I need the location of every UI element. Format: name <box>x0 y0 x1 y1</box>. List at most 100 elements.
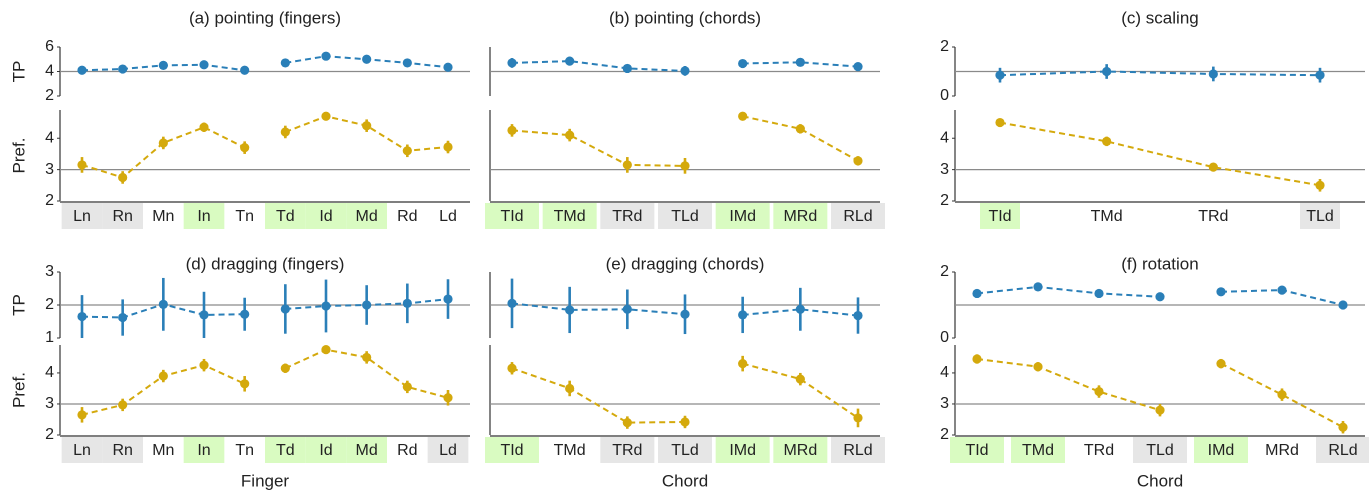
panel-title: (b) pointing (chords) <box>609 8 761 27</box>
x-tick-label: RLd <box>1328 442 1357 459</box>
y-tick-label: 0 <box>940 87 949 104</box>
tp-point <box>280 304 290 314</box>
y-tick-label: 4 <box>940 129 949 146</box>
pref-point <box>972 354 982 364</box>
x-tick-label: RLd <box>843 208 872 225</box>
x-tick-label: TLd <box>671 208 699 225</box>
pref-subplot <box>489 110 880 201</box>
pref-point <box>280 127 290 137</box>
pref-series-line <box>1220 362 1344 429</box>
x-tick-label: TMd <box>554 208 586 225</box>
category-highlight-good <box>1011 437 1065 463</box>
pref-point <box>77 410 87 420</box>
tp-point <box>972 288 982 299</box>
tp-point <box>240 65 250 75</box>
tp-point <box>1277 285 1287 295</box>
pref-point <box>507 125 517 135</box>
tp-point <box>402 298 412 308</box>
pref-point <box>240 143 250 153</box>
pref-point <box>1216 359 1226 369</box>
x-tick-label: TLd <box>1146 442 1174 459</box>
x-tick-label: MRd <box>1265 442 1299 459</box>
category-highlight-good <box>715 437 770 463</box>
tp-point <box>402 58 412 68</box>
tp-point <box>118 64 128 74</box>
category-highlight-bad <box>600 203 655 229</box>
x-tick-label: Td <box>276 208 295 225</box>
x-tick-label: MRd <box>783 442 817 459</box>
x-tick-label: TId <box>500 208 523 225</box>
x-tick-label: TLd <box>1306 208 1334 225</box>
tp-point <box>565 305 575 315</box>
tp-point <box>362 300 372 310</box>
x-tick-label: TRd <box>1198 208 1228 225</box>
tp-point <box>680 66 690 76</box>
y-tick-label: 2 <box>45 296 54 313</box>
y-axis-label: Pref. <box>9 372 28 408</box>
pref-point <box>995 117 1005 128</box>
y-axis-label: Pref. <box>9 138 28 174</box>
pref-point <box>680 161 690 171</box>
pref-point <box>362 352 372 363</box>
pref-point <box>565 130 575 140</box>
tp-point <box>622 63 632 74</box>
x-tick-label: In <box>197 208 210 225</box>
category-highlight-bad <box>1133 437 1187 463</box>
y-axis-label: TP <box>9 294 28 316</box>
tp-point <box>1208 69 1218 79</box>
category-highlight-good <box>305 437 347 463</box>
x-tick-label: Mn <box>152 442 174 459</box>
panel-4: (d) dragging (fingers) 1 2 3 TP 2 3 4 Pref. Ln Rn M… <box>9 254 470 490</box>
x-tick-label: Md <box>356 442 378 459</box>
pref-series-line <box>511 129 686 167</box>
x-tick-label: TMd <box>1091 208 1123 225</box>
pref-series-line <box>742 362 859 419</box>
category-highlight-good <box>1194 437 1248 463</box>
tp-point <box>118 312 128 323</box>
pref-point <box>1033 362 1043 372</box>
y-tick-label: 6 <box>45 38 54 55</box>
tp-series-line <box>976 285 1161 298</box>
pref-point <box>795 124 805 134</box>
y-tick-label: 2 <box>45 192 54 209</box>
category-highlight-bad <box>1316 437 1369 463</box>
category-highlight-good <box>265 437 306 463</box>
category-highlight-bad <box>61 437 103 463</box>
tp-point <box>738 58 748 69</box>
x-tick-label: TRd <box>1084 442 1114 459</box>
pref-series-line <box>976 358 1161 412</box>
y-tick-label: 3 <box>940 161 949 178</box>
category-highlight-good <box>485 203 539 229</box>
x-tick-label: MRd <box>783 208 817 225</box>
x-tick-label: Ln <box>73 442 91 459</box>
category-highlight-bad <box>102 203 143 229</box>
pref-point <box>280 363 290 373</box>
category-highlight-good <box>265 203 306 229</box>
category-highlight-good <box>715 203 770 229</box>
x-tick-label: Rd <box>397 208 417 225</box>
tp-point <box>622 304 632 314</box>
pref-point <box>402 146 412 156</box>
pref-point <box>1277 390 1287 400</box>
x-tick-label: IMd <box>1208 442 1235 459</box>
pref-point <box>795 374 805 384</box>
x-tick-label: Ld <box>439 208 457 225</box>
tp-series-line <box>511 60 686 72</box>
pref-point <box>321 345 331 355</box>
tp-series-line <box>999 70 1321 77</box>
tp-point <box>853 62 863 72</box>
pref-point <box>402 382 412 392</box>
panel-title: (e) dragging (chords) <box>606 254 765 273</box>
tp-point <box>280 58 290 68</box>
tp-point <box>738 310 748 320</box>
panel-1: (a) pointing (fingers) 2 4 6 TP 2 3 4 Pref. Ln Rn M… <box>9 8 470 229</box>
y-tick-label: 4 <box>45 364 54 381</box>
category-highlight-good <box>183 437 225 463</box>
x-tick-label: TMd <box>1022 442 1054 459</box>
category-highlight-good <box>346 437 387 463</box>
category-highlight-bad <box>831 437 885 463</box>
pref-point <box>118 172 128 183</box>
tp-point <box>321 301 331 311</box>
tp-point <box>1338 300 1348 310</box>
